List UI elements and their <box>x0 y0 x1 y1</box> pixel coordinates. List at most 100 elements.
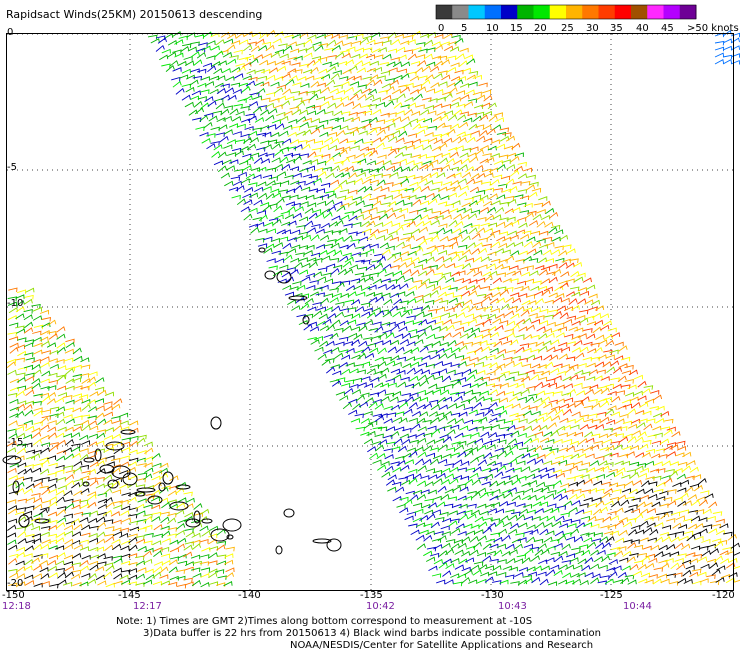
wind-barb <box>326 263 336 269</box>
wind-barb <box>137 449 147 455</box>
wind-barb <box>390 147 400 153</box>
wind-barb <box>493 112 503 117</box>
wind-barb <box>296 284 306 291</box>
wind-barb <box>354 413 364 419</box>
wind-barb <box>452 331 462 338</box>
wind-barb <box>49 583 59 589</box>
wind-barb <box>700 490 710 495</box>
wind-barb <box>159 462 169 469</box>
wind-barb <box>396 291 406 296</box>
wind-barb <box>662 496 673 502</box>
wind-barb <box>213 144 223 151</box>
wind-barb <box>412 489 422 495</box>
wind-barb <box>358 340 368 347</box>
wind-barb <box>396 93 406 100</box>
wind-barb <box>386 426 396 432</box>
wind-barb <box>404 108 414 116</box>
wind-barb <box>184 60 195 66</box>
wind-barb <box>351 53 361 59</box>
wind-barb <box>706 515 716 521</box>
wind-barb <box>481 89 492 95</box>
legend-label: 20 <box>534 23 547 34</box>
wind-barb <box>554 555 564 563</box>
wind-barb <box>373 185 383 192</box>
wind-barb <box>300 98 310 104</box>
wind-barb <box>624 364 634 370</box>
wind-barb <box>440 195 450 200</box>
wind-barb <box>240 206 250 212</box>
wind-barb <box>457 542 467 549</box>
wind-barb <box>351 313 361 319</box>
wind-barb <box>318 43 329 48</box>
wind-barb <box>597 580 607 585</box>
wind-barb <box>487 102 497 110</box>
wind-barb <box>220 172 230 179</box>
wind-barb <box>56 506 67 511</box>
wind-barb <box>315 292 325 297</box>
wind-barb <box>469 472 479 479</box>
wind-barb <box>508 566 518 572</box>
wind-barb <box>406 220 416 228</box>
wind-barb <box>152 469 163 475</box>
wind-barb <box>500 175 511 181</box>
wind-barb <box>568 506 578 513</box>
wind-barb <box>40 386 50 391</box>
wind-barb <box>250 226 260 234</box>
wind-barb <box>646 508 657 514</box>
wind-barb <box>190 51 200 58</box>
wind-barb <box>533 202 544 208</box>
wind-barb <box>404 459 414 465</box>
wind-barb <box>436 263 446 271</box>
wind-barb <box>576 315 586 320</box>
wind-barb <box>392 61 402 68</box>
wind-barb <box>360 392 370 398</box>
wind-barb <box>546 321 556 327</box>
wind-barb <box>379 62 389 67</box>
wind-barb <box>357 158 367 164</box>
wind-barb <box>716 565 726 571</box>
wind-barb <box>502 132 512 137</box>
wind-barb <box>686 460 696 466</box>
wind-barb <box>386 284 396 291</box>
wind-barb <box>248 207 258 213</box>
wind-barb <box>562 408 572 416</box>
wind-barb <box>225 76 235 82</box>
wind-barb <box>433 152 443 158</box>
wind-barb <box>424 105 435 110</box>
wind-barb <box>206 143 216 150</box>
wind-barb <box>524 548 534 555</box>
wind-barb <box>479 390 489 396</box>
wind-barb <box>605 408 615 416</box>
wind-barb <box>661 475 671 480</box>
wind-barb <box>305 45 315 52</box>
wind-barb <box>403 140 414 146</box>
wind-barb <box>40 543 50 550</box>
wind-barb <box>214 569 225 574</box>
wind-barb <box>422 220 432 227</box>
legend-swatch <box>484 5 502 19</box>
wind-barb <box>525 473 536 479</box>
wind-barb <box>232 88 242 94</box>
wind-barb <box>524 212 534 219</box>
wind-barb <box>452 320 462 326</box>
wind-barb <box>16 385 27 391</box>
wind-barb <box>540 473 550 479</box>
wind-barb <box>476 293 487 299</box>
wind-barb <box>535 481 546 488</box>
wind-barb <box>452 136 462 143</box>
wind-barb <box>32 438 42 446</box>
wind-barb <box>94 566 105 572</box>
wind-barb <box>433 272 443 278</box>
wind-barb <box>448 286 458 292</box>
wind-barb <box>7 331 18 337</box>
wind-barb <box>518 293 528 298</box>
wind-barb <box>463 523 473 529</box>
wind-barb <box>175 543 185 550</box>
wind-barb <box>552 520 562 527</box>
wind-barb <box>649 528 659 536</box>
wind-barb <box>358 236 369 242</box>
wind-barb <box>600 376 610 381</box>
wind-barb <box>438 223 448 229</box>
wind-barb <box>191 539 201 545</box>
wind-barb <box>383 220 393 227</box>
